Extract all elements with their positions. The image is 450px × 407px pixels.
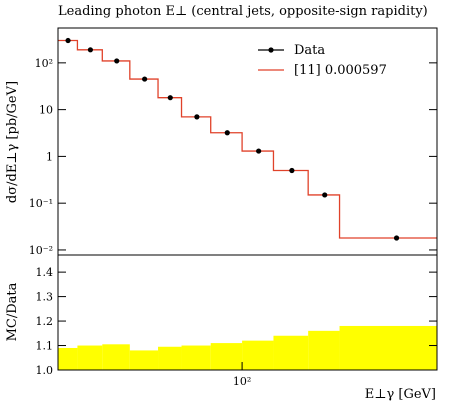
ratio-bar	[242, 340, 274, 370]
y-tick-label: 1.0	[36, 364, 54, 377]
legend-label: [11] 0.000597	[294, 63, 387, 78]
ratio-bar	[77, 345, 103, 370]
data-point	[224, 130, 230, 136]
ratio-bar	[308, 330, 340, 370]
x-axis-label: E⊥γ [GeV]	[365, 387, 436, 402]
data-point	[393, 235, 400, 241]
y-tick-label: 1.3	[36, 291, 54, 304]
ratio-bar	[58, 347, 78, 370]
y-tick-label: 10	[39, 104, 53, 117]
legend-swatch-point	[268, 47, 274, 53]
data-point	[289, 167, 295, 174]
data-point	[87, 47, 94, 53]
y-tick-label: 1	[46, 150, 53, 163]
data-point	[322, 192, 328, 198]
data-point	[65, 37, 71, 44]
x-tick-label: 10²	[233, 375, 251, 388]
ratio-bar	[181, 345, 211, 370]
legend-label: Data	[294, 43, 325, 58]
ratio-bar	[102, 344, 130, 370]
plot-frame	[57, 254, 438, 371]
y-tick-label: 10²	[35, 57, 53, 70]
ratio-bar	[158, 346, 182, 370]
ratio-bar	[129, 350, 159, 370]
chart-title: Leading photon E⊥ (central jets, opposit…	[58, 4, 428, 19]
data-point	[167, 95, 173, 101]
ratio-y-axis-label: MC/Data	[5, 282, 20, 341]
data-point	[256, 148, 262, 154]
y-tick-label: 1.2	[36, 315, 54, 328]
y-axis-label: dσ/dE⊥γ [pb/GeV]	[5, 81, 20, 203]
y-tick-label: 10⁻¹	[29, 197, 53, 210]
y-tick-label: 1.1	[36, 340, 54, 353]
y-tick-label: 10⁻²	[29, 244, 53, 257]
data-point	[142, 76, 148, 82]
y-tick-label: 1.4	[36, 266, 54, 279]
ratio-bar	[339, 325, 437, 370]
ratio-bar	[210, 343, 243, 370]
data-point	[114, 58, 120, 64]
ratio-bar	[273, 335, 309, 370]
data-point	[194, 114, 200, 120]
